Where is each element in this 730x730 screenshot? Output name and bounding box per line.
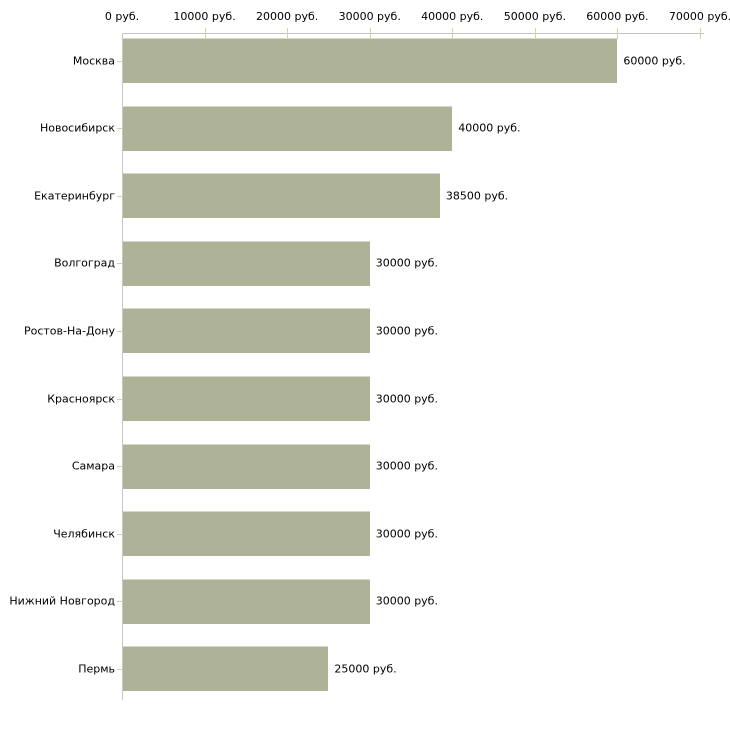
- bar: [123, 578, 370, 624]
- x-axis-tick-mark: [452, 28, 454, 39]
- value-label: 40000 руб.: [458, 121, 521, 135]
- x-axis-tick-label: 60000 руб.: [586, 10, 649, 23]
- category-label: Самара: [71, 459, 115, 473]
- category-label: Новосибирск: [39, 121, 115, 135]
- category-tick-mark: [117, 263, 122, 265]
- category-label: Нижний Новгород: [9, 594, 115, 608]
- bar: [123, 240, 370, 286]
- bar: [123, 646, 329, 692]
- value-label: 30000 руб.: [375, 392, 438, 405]
- x-axis-tick-label: 40000 руб.: [421, 10, 484, 23]
- x-axis-tick-label: 0 руб.: [104, 10, 140, 23]
- bar: [123, 38, 618, 83]
- bar: [123, 511, 370, 557]
- bar: [123, 308, 370, 354]
- x-axis-tick-mark: [369, 28, 371, 39]
- x-axis-tick-mark: [534, 28, 536, 39]
- category-tick-mark: [117, 60, 122, 62]
- value-label: 60000 руб.: [623, 54, 686, 67]
- category-tick-mark: [117, 466, 122, 468]
- value-label: 25000 руб.: [334, 662, 397, 676]
- x-axis-tick-label: 20000 руб.: [256, 10, 319, 23]
- value-label: 38500 руб.: [445, 189, 509, 203]
- category-label: Красноярск: [47, 392, 115, 405]
- x-axis-tick-label: 70000 руб.: [668, 10, 730, 23]
- bar: [123, 105, 453, 151]
- bar: [123, 443, 370, 489]
- x-axis-tick-mark: [287, 28, 289, 39]
- bar: [123, 173, 440, 219]
- x-axis-tick-mark: [204, 28, 206, 39]
- value-label: 30000 руб.: [375, 459, 438, 473]
- value-label: 30000 руб.: [375, 527, 438, 541]
- value-label: 30000 руб.: [375, 324, 438, 338]
- category-tick-mark: [117, 601, 122, 603]
- value-label: 30000 руб.: [375, 594, 438, 608]
- x-axis-line: [122, 33, 704, 34]
- category-tick-mark: [117, 128, 122, 130]
- x-axis-tick-label: 30000 руб.: [338, 10, 401, 23]
- category-label: Москва: [72, 54, 115, 67]
- category-label: Пермь: [78, 662, 115, 676]
- bar: [123, 376, 370, 421]
- x-axis-tick-label: 50000 руб.: [503, 10, 566, 23]
- category-label: Ростов-На-Дону: [23, 324, 115, 338]
- y-axis-line: [122, 33, 123, 700]
- x-axis-tick-mark: [700, 28, 701, 39]
- x-axis-tick-label: 10000 руб.: [173, 10, 236, 23]
- category-tick-mark: [117, 195, 122, 197]
- category-tick-mark: [117, 668, 122, 670]
- category-tick-mark: [117, 330, 122, 332]
- category-tick-mark: [117, 533, 122, 535]
- category-label: Челябинск: [53, 527, 115, 541]
- category-label: Волгоград: [54, 256, 115, 270]
- category-tick-mark: [117, 398, 122, 400]
- value-label: 30000 руб.: [375, 256, 438, 270]
- category-label: Екатеринбург: [34, 189, 115, 203]
- x-axis-tick-mark: [617, 28, 619, 39]
